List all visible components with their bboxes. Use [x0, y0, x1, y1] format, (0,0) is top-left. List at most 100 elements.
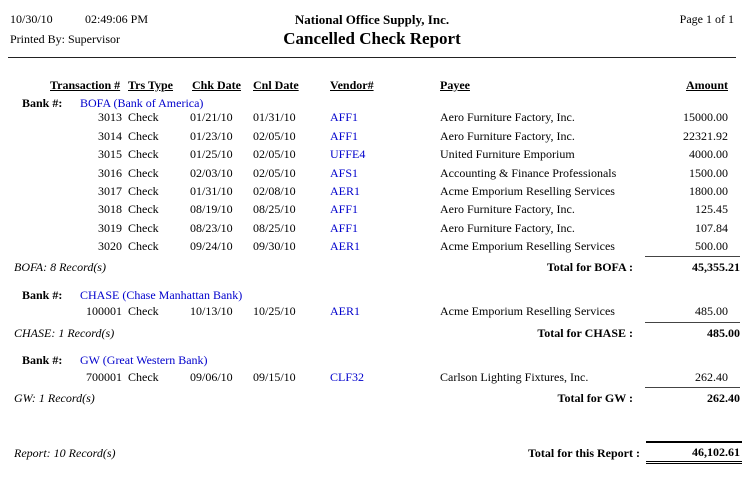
column-header-payee: Payee: [440, 78, 470, 92]
bank-header-row: Bank #: BOFA (Bank of America): [0, 96, 744, 112]
report-total-row: Report: 10 Record(s) Total for this Repo…: [0, 441, 744, 464]
bank-number-label: Bank #:: [22, 288, 63, 302]
bank-name-link[interactable]: CHASE (Chase Manhattan Bank): [80, 288, 243, 302]
payee: Acme Emporium Reselling Services: [440, 184, 615, 198]
bank-total-row: BOFA: 8 Record(s) Total for BOFA : 45,35…: [0, 256, 744, 276]
transaction-number: 3020: [98, 239, 122, 253]
amount: 500.00: [695, 239, 728, 253]
trs-type: Check: [128, 166, 159, 180]
column-header-cnl-date: Cnl Date: [253, 78, 299, 92]
vendor-code-link[interactable]: AFS1: [330, 166, 359, 180]
company-name: National Office Supply, Inc.: [294, 12, 450, 27]
check-row: 3016 Check 02/03/10 02/05/10 AFS1 Accoun…: [0, 166, 744, 182]
cnl-date: 02/05/10: [253, 147, 296, 161]
cnl-date: 10/25/10: [253, 304, 296, 318]
column-header-vendor: Vendor#: [330, 78, 374, 92]
cnl-date: 08/25/10: [253, 202, 296, 216]
check-row: 3020 Check 09/24/10 09/30/10 AER1 Acme E…: [0, 239, 744, 255]
printed-by: Printed By: Supervisor: [10, 32, 120, 46]
vendor-code-link[interactable]: AER1: [330, 239, 360, 253]
amount: 1800.00: [689, 184, 728, 198]
bank-total-amount: 262.40: [645, 387, 740, 406]
chk-date: 01/31/10: [190, 184, 233, 198]
vendor-code-link[interactable]: AER1: [330, 304, 360, 318]
chk-date: 08/23/10: [190, 221, 233, 235]
trs-type: Check: [128, 184, 159, 198]
bank-record-count: CHASE: 1 Record(s): [14, 326, 115, 340]
report-record-count: Report: 10 Record(s): [14, 446, 116, 460]
trs-type: Check: [128, 202, 159, 216]
bank-total-label: Total for BOFA :: [546, 260, 633, 274]
payee: Accounting & Finance Professionals: [440, 166, 617, 180]
cnl-date: 09/30/10: [253, 239, 296, 253]
chk-date: 02/03/10: [190, 166, 233, 180]
amount: 262.40: [695, 370, 728, 384]
chk-date: 08/19/10: [190, 202, 233, 216]
amount: 4000.00: [689, 147, 728, 161]
check-row: 700001 Check 09/06/10 09/15/10 CLF32 Car…: [0, 370, 744, 386]
bank-total-label: Total for CHASE :: [537, 326, 633, 340]
payee: Aero Furniture Factory, Inc.: [440, 202, 575, 216]
transaction-number: 3018: [98, 202, 122, 216]
check-row: 100001 Check 10/13/10 10/25/10 AER1 Acme…: [0, 304, 744, 320]
column-header-chk-date: Chk Date: [192, 78, 242, 92]
trs-type: Check: [128, 304, 159, 318]
cnl-date: 02/05/10: [253, 129, 296, 143]
transaction-number: 3019: [98, 221, 122, 235]
column-header-amount: Amount: [685, 78, 728, 92]
header-divider: [8, 57, 736, 58]
print-time: 02:49:06 PM: [85, 12, 149, 26]
amount: 1500.00: [689, 166, 728, 180]
column-header-transaction: Transaction #: [50, 78, 121, 92]
print-date: 10/30/10: [10, 12, 53, 26]
cnl-date: 09/15/10: [253, 370, 296, 384]
column-header-row: Transaction # Trs Type Chk Date Cnl Date…: [0, 78, 744, 94]
bank-number-label: Bank #:: [22, 96, 63, 110]
transaction-number: 3013: [98, 110, 122, 124]
bank-record-count: GW: 1 Record(s): [14, 391, 95, 405]
payee: Acme Emporium Reselling Services: [440, 304, 615, 318]
transaction-number: 3015: [98, 147, 122, 161]
vendor-code-link[interactable]: CLF32: [330, 370, 365, 384]
trs-type: Check: [128, 370, 159, 384]
bank-number-label: Bank #:: [22, 353, 63, 367]
amount: 22321.92: [683, 129, 728, 143]
check-row: 3013 Check 01/21/10 01/31/10 AFF1 Aero F…: [0, 110, 744, 126]
transaction-number: 3014: [98, 129, 122, 143]
bank-total-amount: 45,355.21: [645, 256, 740, 275]
check-row: 3014 Check 01/23/10 02/05/10 AFF1 Aero F…: [0, 129, 744, 145]
amount: 485.00: [695, 304, 728, 318]
column-header-trs-type: Trs Type: [128, 78, 174, 92]
transaction-number: 3016: [98, 166, 122, 180]
vendor-code-link[interactable]: AFF1: [330, 202, 359, 216]
amount: 15000.00: [683, 110, 728, 124]
chk-date: 09/06/10: [190, 370, 233, 384]
bank-total-amount: 485.00: [645, 322, 740, 341]
report-total-label: Total for this Report :: [528, 446, 640, 460]
vendor-code-link[interactable]: AFF1: [330, 221, 359, 235]
bank-name-link[interactable]: GW (Great Western Bank): [80, 353, 208, 367]
bank-total-label: Total for GW :: [557, 391, 633, 405]
transaction-number: 100001: [86, 304, 122, 318]
cnl-date: 02/05/10: [253, 166, 296, 180]
vendor-code-link[interactable]: UFFE4: [330, 147, 366, 161]
cnl-date: 02/08/10: [253, 184, 296, 198]
transaction-number: 3017: [98, 184, 122, 198]
report-title: Cancelled Check Report: [283, 29, 461, 48]
bank-record-count: BOFA: 8 Record(s): [14, 260, 106, 274]
bank-total-row: CHASE: 1 Record(s) Total for CHASE : 485…: [0, 322, 744, 342]
payee: Acme Emporium Reselling Services: [440, 239, 615, 253]
chk-date: 01/23/10: [190, 129, 233, 143]
payee: Carlson Lighting Fixtures, Inc.: [440, 370, 589, 384]
report-total-amount: 46,102.61: [646, 441, 742, 464]
bank-name-link[interactable]: BOFA (Bank of America): [80, 96, 204, 110]
vendor-code-link[interactable]: AFF1: [330, 129, 359, 143]
vendor-code-link[interactable]: AFF1: [330, 110, 359, 124]
trs-type: Check: [128, 147, 159, 161]
page-indicator: Page 1 of 1: [679, 12, 734, 26]
check-row: 3017 Check 01/31/10 02/08/10 AER1 Acme E…: [0, 184, 744, 200]
vendor-code-link[interactable]: AER1: [330, 184, 360, 198]
amount: 107.84: [695, 221, 728, 235]
cnl-date: 08/25/10: [253, 221, 296, 235]
